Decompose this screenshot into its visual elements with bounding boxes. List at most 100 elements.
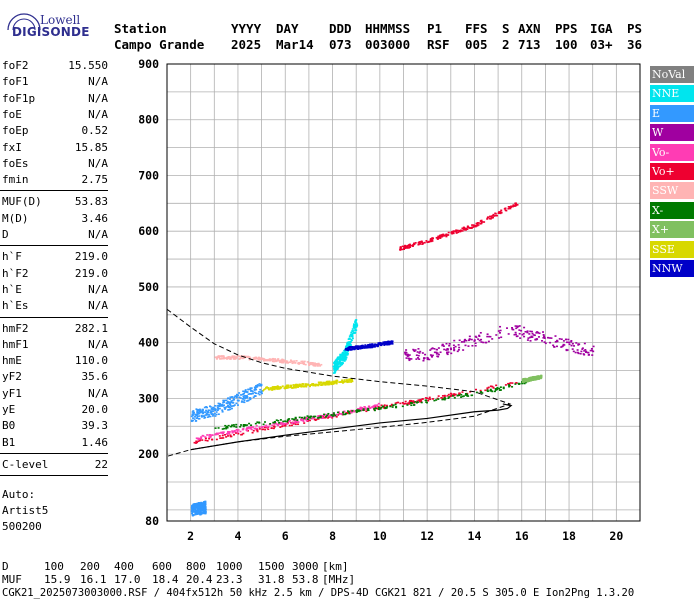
echo-point [197,440,200,442]
echo-point [443,397,446,399]
echo-point [376,404,379,406]
echo-point [396,401,399,404]
echo-point [241,400,244,402]
echo-point [249,388,252,391]
echo-point [294,362,297,364]
echo-point [273,386,276,388]
echo-point [486,333,489,336]
echo-point [264,421,267,423]
echo-point [441,397,444,399]
x-tick-label: 6 [282,529,289,543]
echo-point [204,501,207,503]
echo-point [224,406,227,409]
echo-point [415,358,418,360]
echo-point [406,403,409,405]
echo-point [436,237,439,240]
echo-point [204,436,207,438]
x-tick-label: 16 [515,529,529,543]
echo-point [202,503,205,506]
echo-point [583,353,586,356]
echo-point [304,417,307,420]
echo-point [542,331,545,333]
echo-point [464,338,467,341]
echo-point [308,418,311,420]
echo-point [220,437,223,439]
header-value-11: 36 [627,37,643,52]
echo-point [225,357,228,360]
param-label: C-level [2,457,49,471]
echo-point [464,344,467,347]
echo-point [234,395,237,397]
echo-point [351,345,354,348]
echo-point [474,342,477,345]
echo-point [391,404,394,407]
echo-point [221,431,224,434]
echo-point [419,398,422,401]
echo-point [336,367,339,369]
echo-point [489,218,492,220]
echo-point [248,358,251,361]
echo-point [202,505,205,507]
echo-point [486,218,489,220]
echo-point [504,209,507,212]
echo-point [333,371,336,373]
echo-point [537,336,540,338]
param-label: foF1p [2,91,36,105]
echo-point [353,410,356,413]
echo-point [192,410,195,412]
echo-point [375,407,378,410]
echo-point [543,341,546,343]
echo-point [560,346,563,348]
echo-point [368,345,371,348]
echo-point [509,206,512,209]
echo-point [473,340,476,342]
echo-point [366,344,369,347]
footer-row_muf-cell: 15.9 [44,573,71,586]
echo-point [221,405,224,407]
echo-point [377,406,380,409]
echo-point [286,420,289,423]
echo-point [191,414,194,417]
echo-point [404,400,407,403]
echo-point [355,323,358,325]
echo-point [296,419,299,421]
echo-point [583,342,586,345]
echo-point [317,415,320,417]
echo-point [548,337,551,339]
echo-point [345,356,348,359]
param-row: yF1 N/A [2,386,108,402]
echo-point [460,393,463,396]
echo-point [340,358,343,360]
echo-point [284,385,287,388]
echo-point [498,332,501,334]
echo-point [223,433,226,436]
echo-point [240,394,243,396]
echo-point [491,217,494,219]
echo-point [458,339,461,342]
echo-point [516,326,519,329]
echo-point [529,379,532,381]
echo-point [200,414,203,417]
echo-point [466,392,469,395]
echo-point [405,245,408,247]
echo-point [470,226,473,229]
header-label-9: PPS [555,21,578,36]
footer-row_muf-cell: [MHz] [322,573,356,586]
echo-point [207,411,210,413]
echo-point [428,398,431,400]
header-label-1: YYYY [231,21,262,36]
echo-point [389,342,392,344]
echo-point [358,347,361,349]
echo-point [447,397,450,399]
echo-point [337,411,340,413]
echo-point [414,242,417,244]
echo-point [344,346,347,348]
echo-point [362,408,365,410]
legend-item-w: W [650,124,694,142]
echo-point [284,424,287,426]
footer-row_d-cell: 400 [114,560,134,573]
echo-point [308,385,311,388]
echo-point [522,378,525,381]
echo-point [390,342,393,345]
echo-point [338,360,341,362]
